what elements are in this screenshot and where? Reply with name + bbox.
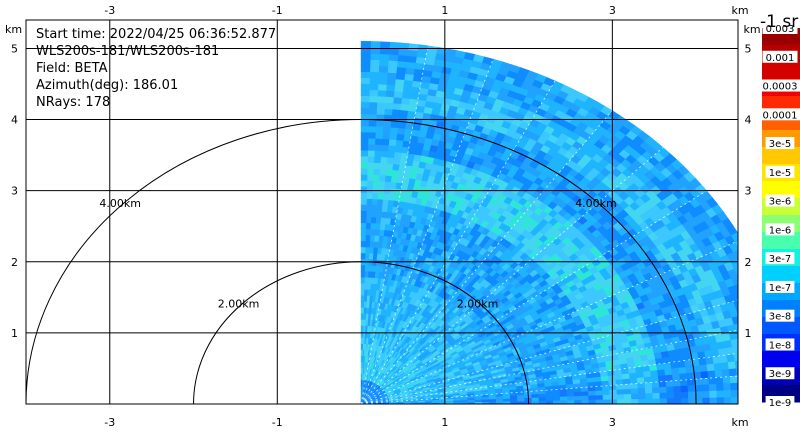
colorbar-label: 3e-7: [769, 254, 792, 265]
colorbar-label-bg: [765, 137, 795, 150]
instrument-text: WLS200s-181/WLS200s-181: [36, 44, 219, 59]
colorbar-label-bg: [765, 223, 795, 236]
y-unit-right: km: [743, 23, 760, 36]
y-tick-left: 1: [11, 327, 18, 340]
colorbar-label: 3e-8: [769, 312, 792, 323]
colorbar-band: [762, 232, 800, 250]
colorbar-label-bg: [765, 280, 795, 293]
y-tick-right: 5: [745, 42, 752, 55]
colorbar-band: [762, 266, 800, 284]
range-ring-4km: [25, 119, 697, 405]
colorbar-band: [762, 147, 800, 165]
colorbar-label: 0.0003: [763, 82, 798, 93]
colorbar-label: 3e-9: [769, 369, 792, 380]
y-tick-left: 4: [11, 114, 18, 127]
colorbar-label: 1e-9: [769, 398, 792, 409]
ring-label-4km-left: 4.00km: [99, 197, 141, 210]
colorbar-band: [762, 181, 800, 199]
range-ring-2km: [193, 261, 530, 405]
colorbar-label-bg: [765, 165, 795, 178]
y-tick-right: 4: [745, 114, 752, 127]
y-unit-left: km: [5, 23, 22, 36]
colorbar-label-bg: [765, 309, 795, 322]
colorbar-label: 1e-6: [769, 225, 792, 236]
y-tick-right: 1: [745, 327, 752, 340]
x-unit-bottom: km: [731, 416, 748, 429]
range-rings: 2.00km 2.00km 4.00km 4.00km: [25, 119, 697, 405]
colorbar-band: [762, 351, 800, 369]
y-tick-left: 2: [11, 256, 18, 269]
ring-label-2km-right: 2.00km: [457, 297, 499, 310]
x-tick-bottom: 3: [609, 416, 616, 429]
colorbar-label-bg: [765, 194, 795, 207]
colorbar-label: 1e-5: [769, 168, 792, 179]
nrays-text: NRays: 178: [36, 95, 110, 110]
colorbar-label: 1e-8: [769, 340, 792, 351]
colorbar-label-bg: [762, 50, 798, 63]
colorbar-band: [762, 62, 800, 80]
field-text: Field: BETA: [36, 61, 108, 76]
x-tick-top: -3: [104, 4, 115, 17]
x-tick-bottom: -1: [272, 416, 283, 429]
y-tick-right: 3: [745, 185, 752, 198]
colorbar-label: 0.003: [766, 24, 795, 35]
y-tick-right: 2: [745, 256, 752, 269]
colorbar-label: 1e-7: [769, 283, 792, 294]
info-text: Start time: 2022/04/25 06:36:52.877 WLS2…: [36, 27, 276, 110]
y-tick-left: 3: [11, 185, 18, 198]
axis-ticks: -3 -3 -1 -1 1 1 3 3 1 1 2 2 3 3 4 4 5 5 km km km km: [5, 4, 761, 429]
colorbar-title: -1 sr: [760, 12, 798, 32]
x-tick-top: -1: [272, 4, 283, 17]
colorbar-label: 3e-5: [769, 139, 792, 150]
colorbar-label-bg: [765, 367, 795, 380]
x-tick-bottom: 1: [441, 416, 448, 429]
azimuth-text: Azimuth(deg): 186.01: [36, 78, 178, 93]
colorbar-label-bg: [762, 22, 798, 34]
colorbar-label-bg: [765, 252, 795, 265]
x-tick-top: 1: [441, 4, 448, 17]
beta-sector-heatmap: [360, 40, 738, 404]
colorbar-label: 0.0001: [763, 110, 798, 121]
start-time-text: Start time: 2022/04/25 06:36:52.877: [36, 27, 276, 42]
colorbar-label: 3e-6: [769, 197, 792, 208]
colorbar-label-bg: [765, 396, 795, 408]
colorbar-label-bg: [765, 338, 795, 351]
grid-lines: [25, 19, 739, 405]
x-tick-top: 3: [609, 4, 616, 17]
colorbar-label-bg: [759, 108, 800, 121]
colorbar-label-bg: [759, 79, 800, 92]
ring-label-4km-right: 4.00km: [575, 197, 617, 210]
x-tick-bottom: -3: [104, 416, 115, 429]
y-tick-left: 5: [11, 42, 18, 55]
colorbar-label: 0.001: [766, 53, 795, 64]
colorbar: 0.003 0.001 0.0003 0.0001 3e-5 1e-5 3e-6 1e-6 3e…: [759, 12, 800, 409]
x-unit-top: km: [731, 4, 748, 17]
ring-label-2km-left: 2.00km: [218, 297, 260, 310]
